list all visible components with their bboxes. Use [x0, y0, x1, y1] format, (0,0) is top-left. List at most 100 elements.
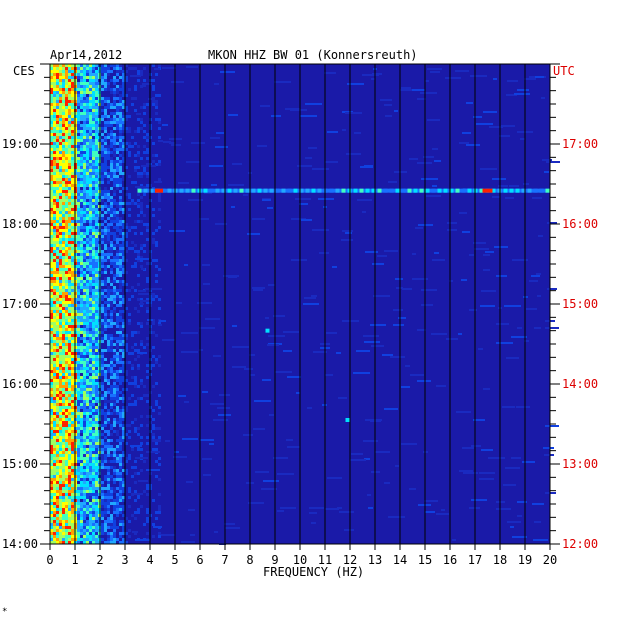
spectrogram-streak [405, 365, 410, 367]
spectrogram-cell [104, 67, 107, 70]
spectrogram-cell [62, 343, 65, 346]
spectrogram-cell [80, 445, 83, 448]
spectrogram-cell [86, 277, 89, 280]
spectrogram-streak [342, 129, 346, 131]
spectrogram-cell [71, 100, 74, 103]
spectrogram-cell [155, 100, 158, 103]
spectrogram-cell [71, 148, 74, 151]
spectrogram-cell [53, 106, 56, 109]
spectrogram-cell [50, 103, 53, 106]
spectrogram-cell [110, 70, 113, 73]
spectrogram-cell [68, 310, 71, 313]
spectrogram-cell [104, 247, 107, 250]
spectrogram-cell [101, 259, 104, 262]
spectrogram-cell [77, 313, 80, 316]
spectrogram-cell [128, 175, 131, 178]
spectrogram-cell [101, 505, 104, 508]
spectrogram-cell [77, 193, 80, 196]
spectrogram-cell [155, 295, 158, 298]
spectrogram-cell [101, 388, 104, 391]
spectrogram-cell [62, 244, 65, 247]
spectrogram-cell [89, 301, 92, 304]
spectrogram-cell [113, 373, 116, 376]
spectrogram-cell [56, 316, 59, 319]
spectrogram-cell [77, 199, 80, 202]
spectrogram-cell [140, 322, 143, 325]
spectrogram-streak [421, 289, 437, 291]
spectrogram-cell [89, 295, 92, 298]
spectrogram-cell [104, 301, 107, 304]
spectrogram-cell [50, 313, 53, 316]
spectrogram-streak [285, 108, 300, 110]
spectrogram-cell [107, 175, 110, 178]
spectrogram-cell [65, 454, 68, 457]
spectrogram-streak [161, 534, 175, 536]
spectrogram-cell [89, 184, 92, 187]
spectrogram-streak [174, 451, 179, 453]
spectrogram-streak [324, 72, 336, 74]
spectrogram-cell [77, 106, 80, 109]
spectrogram-cell [53, 424, 56, 427]
spectrogram-cell [128, 202, 131, 205]
spectrogram-cell [113, 505, 116, 508]
spectrogram-cell [140, 172, 143, 175]
spectrogram-cell [59, 415, 62, 418]
spectrogram-cell [86, 133, 89, 136]
spectrogram-cell [116, 391, 119, 394]
spectrogram-cell [158, 406, 161, 409]
spectrogram-cell [125, 106, 128, 109]
spectrogram-cell [101, 433, 104, 436]
spectrogram-cell [86, 115, 89, 118]
spectrogram-cell [134, 499, 137, 502]
spectrogram-streak [184, 264, 188, 266]
spectrogram-cell [86, 508, 89, 511]
spectrogram-cell [50, 169, 53, 172]
spectrogram-cell [101, 64, 104, 67]
spectrogram-cell [95, 70, 98, 73]
spectrogram-cell [89, 283, 92, 286]
spectrogram-cell [89, 253, 92, 256]
spectrogram-cell [53, 397, 56, 400]
spectrogram-cell [80, 154, 83, 157]
spectrogram-cell [113, 262, 116, 265]
spectrogram-cell [92, 481, 95, 484]
spectrogram-cell [80, 505, 83, 508]
spectrogram-cell [107, 505, 110, 508]
spectrogram-cell [146, 484, 149, 487]
spectrogram-cell [50, 433, 53, 436]
spectrogram-cell [113, 127, 116, 130]
spectrogram-cell [116, 394, 119, 397]
spectrogram-cell [95, 274, 98, 277]
spectrogram-cell [95, 208, 98, 211]
spectrogram-cell [71, 217, 74, 220]
spectrogram-cell [56, 397, 59, 400]
spectrogram-cell [134, 109, 137, 112]
spectrogram-streak [260, 105, 270, 107]
spectrogram-cell [122, 298, 125, 301]
spectrogram-cell [122, 151, 125, 154]
event-band-cell [221, 188, 226, 193]
spectrogram-streak [326, 332, 337, 334]
spectrogram-streak [199, 327, 215, 329]
spectrogram-cell [56, 427, 59, 430]
spectrogram-cell [68, 499, 71, 502]
spectrogram-cell [101, 481, 104, 484]
spectrogram-cell [104, 295, 107, 298]
event-band-cell [269, 188, 274, 193]
spectrogram-cell [119, 118, 122, 121]
spectrogram-cell [59, 88, 62, 91]
spectrogram-cell [65, 379, 68, 382]
spectrogram-cell [95, 490, 98, 493]
spectrogram-cell [80, 487, 83, 490]
spectrogram-cell [119, 262, 122, 265]
spectrogram-cell [119, 511, 122, 514]
spectrogram-streak [377, 255, 387, 257]
spectrogram-cell [71, 433, 74, 436]
spectrogram-cell [89, 370, 92, 373]
spectrogram-cell [95, 481, 98, 484]
spectrogram-cell [89, 328, 92, 331]
spectrogram-cell [80, 163, 83, 166]
spectrogram-cell [113, 535, 116, 538]
spectrogram-cell [80, 109, 83, 112]
spectrogram-cell [104, 379, 107, 382]
